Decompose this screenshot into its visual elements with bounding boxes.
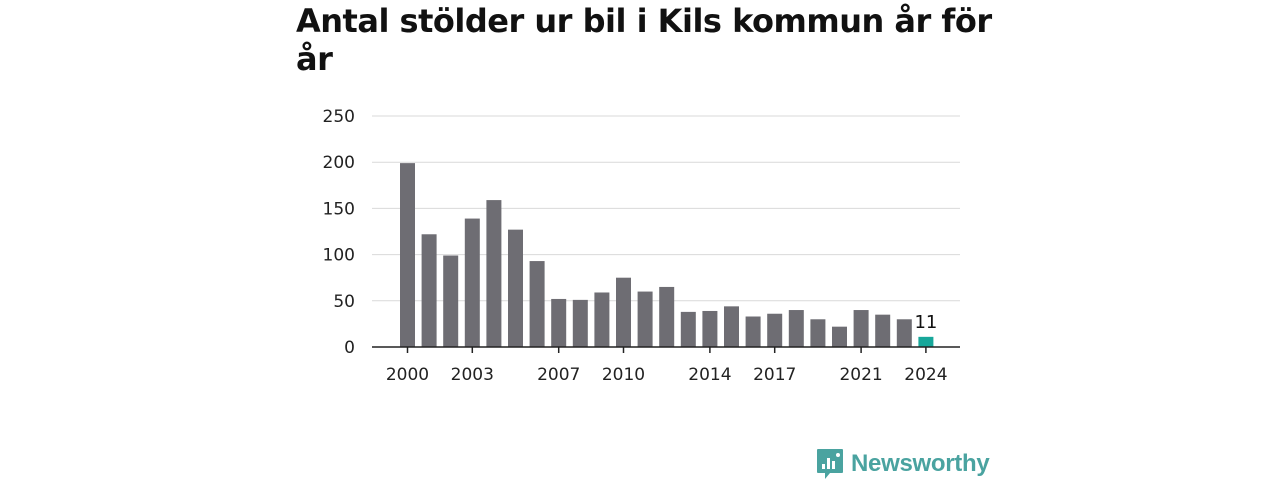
bar-2012 [659,286,675,347]
bar-2014 [702,310,718,347]
newsworthy-logo: Newsworthy [815,447,990,481]
chart-title: Antal stölder ur bil i Kils kommun år fö… [296,2,992,78]
bar-2019 [810,319,826,347]
bar-2007 [551,298,567,347]
bar-2024 [918,336,934,347]
bar-2006 [529,261,545,347]
bar-2010 [616,277,631,347]
bar-2018 [788,310,804,347]
bar-2020 [832,326,847,347]
x-axis-ticks: 2000 2003 2007 2010 2014 2017 2021 2024 [386,347,948,385]
x-tick-label-2007: 2007 [537,365,580,385]
y-tick-label-250: 250 [323,107,355,127]
brand-name: Newsworthy [851,450,990,477]
y-axis-ticks: 0 50 100 150 200 250 [323,107,355,358]
bars [400,163,934,347]
gridlines [372,115,960,302]
x-tick-label-2010: 2010 [602,365,645,385]
bar-2021 [853,310,869,347]
bar-2001 [421,234,437,347]
y-tick-label-100: 100 [323,246,355,266]
bar-2023 [896,319,912,347]
bar-2005 [508,229,523,347]
bar-2011 [637,291,653,347]
bar-2016 [745,316,761,347]
bar-2009 [594,292,610,347]
bar-chart: 0 50 100 150 200 250 2000 2003 2007 2010 2014 2017… [323,107,960,385]
bar-2008 [572,299,588,347]
bar-2013 [680,311,696,347]
x-tick-label-2021: 2021 [839,365,882,385]
x-tick-label-2017: 2017 [753,365,796,385]
y-tick-label-150: 150 [323,199,355,219]
y-tick-label-50: 50 [333,292,355,312]
bar-2015 [724,306,739,347]
y-tick-label-200: 200 [323,153,355,173]
x-tick-label-2014: 2014 [688,365,731,385]
data-labels: 11 [914,312,937,333]
bar-chart-speech-bubble-icon [817,449,843,479]
x-tick-label-2003: 2003 [451,365,494,385]
y-tick-label-0: 0 [344,338,355,358]
bar-2002 [443,255,459,347]
bar-2003 [464,218,480,347]
bar-2000 [400,163,415,347]
data-label-2024: 11 [914,312,937,333]
bar-2017 [767,313,783,347]
bar-2022 [875,314,891,347]
x-tick-label-2000: 2000 [386,365,429,385]
x-tick-label-2024: 2024 [904,365,947,385]
bar-2004 [486,200,502,347]
